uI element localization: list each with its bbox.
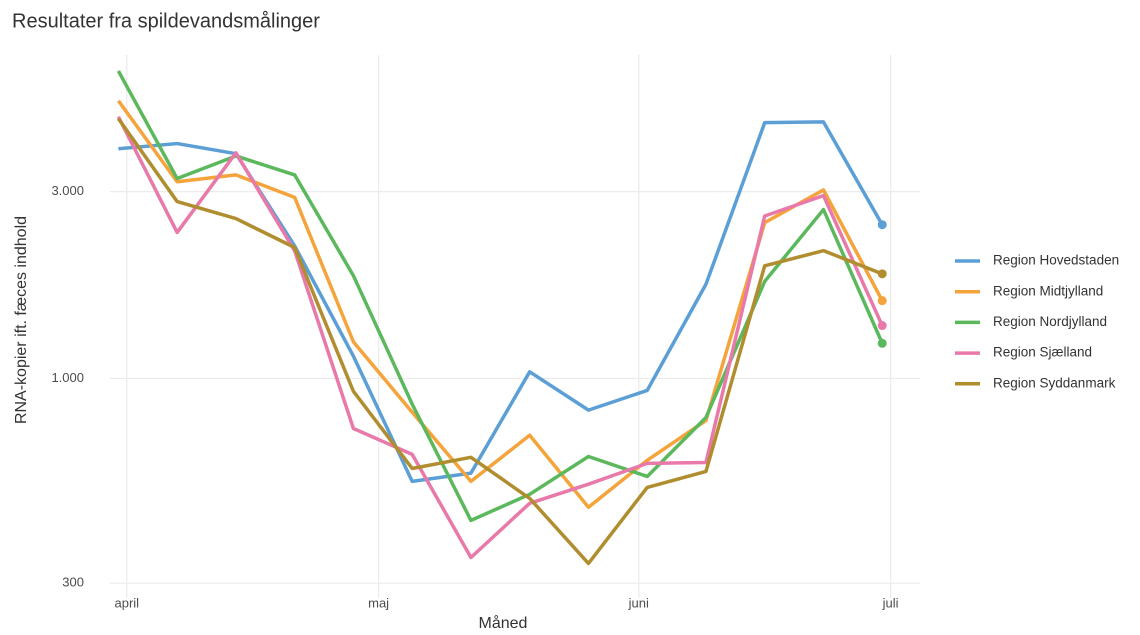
x-tick-label: juli xyxy=(882,595,899,610)
series-line xyxy=(116,99,884,509)
legend-label: Region Nordjylland xyxy=(993,314,1107,329)
x-axis-label: Måned xyxy=(479,614,528,632)
x-tick-label: juni xyxy=(628,595,649,610)
legend-label: Region Midtjylland xyxy=(993,283,1103,298)
end-point xyxy=(877,220,887,230)
end-point xyxy=(877,296,887,306)
x-tick-label: maj xyxy=(368,595,389,610)
legend-label: Region Hovedstaden xyxy=(993,253,1119,268)
x-tick-label: april xyxy=(114,595,139,610)
legend-label: Region Syddanmark xyxy=(993,375,1116,390)
y-tick-label: 3.000 xyxy=(51,183,84,198)
end-point xyxy=(877,338,887,348)
y-tick-label: 1.000 xyxy=(51,370,84,385)
y-axis-label: RNA-kopier ift. fæces indhold xyxy=(13,216,30,424)
end-point xyxy=(877,321,887,331)
series-line xyxy=(116,115,884,560)
y-tick-label: 300 xyxy=(62,575,84,590)
end-point xyxy=(877,269,887,279)
legend-label: Region Sjælland xyxy=(993,345,1092,360)
chart-title: Resultater fra spildevandsmålinger xyxy=(12,10,320,32)
series-line xyxy=(116,70,884,523)
series-line xyxy=(116,117,883,566)
